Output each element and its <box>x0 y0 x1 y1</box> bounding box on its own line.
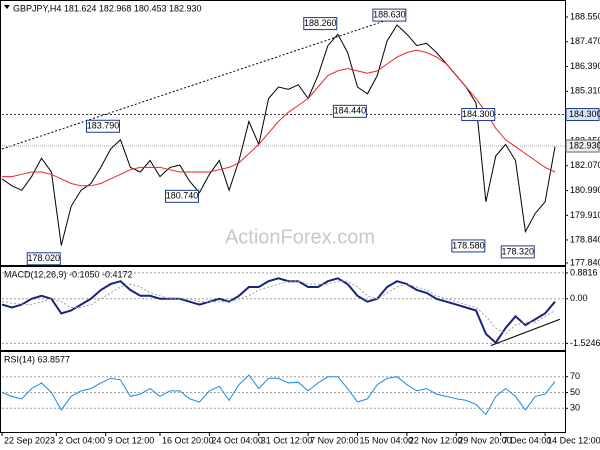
y-tick-label: 30 <box>570 403 580 413</box>
x-tick-label: 7 Dec 04:00 <box>503 435 552 445</box>
level-label: 184.300 <box>569 109 600 119</box>
series-line <box>1 374 556 416</box>
y-tick-label: 185.310 <box>570 86 600 96</box>
series-line <box>2 49 556 187</box>
x-tick-label: 9 Oct 12:00 <box>108 435 155 445</box>
y-tick-label: 187.470 <box>570 36 600 46</box>
trendline <box>1 13 408 150</box>
x-tick-label: 2 Oct 04:00 <box>58 435 105 445</box>
y-tick-label: 50 <box>570 387 580 397</box>
y-tick-label: 180.990 <box>570 185 600 195</box>
annotation-box <box>86 119 120 133</box>
annotation-label: 184.440 <box>334 106 367 116</box>
y-tick-label: 70 <box>570 371 580 381</box>
annotation-box <box>461 108 496 122</box>
panel-frame <box>0 0 566 266</box>
y-tick-label: 186.390 <box>570 61 600 71</box>
last-price-label: 182.930 <box>569 140 600 150</box>
annotation-label: 188.630 <box>373 9 406 19</box>
annotation-box <box>332 104 367 118</box>
watermark: ActionForex.com <box>225 226 375 248</box>
series-line <box>1 277 556 345</box>
x-tick-label: 14 Dec 12:00 <box>547 435 600 445</box>
panel-title: GBPJPY,H4 181.624 182.968 180.453 182.93… <box>13 3 202 13</box>
x-tick-label: 15 Nov 04:00 <box>360 435 414 445</box>
panel-title: RSI(14) 63.8577 <box>4 354 70 364</box>
panel-frame <box>0 266 566 351</box>
y-tick-label: 177.840 <box>570 257 600 267</box>
annotation-label: 188.260 <box>304 18 337 28</box>
level-label-box <box>565 108 600 122</box>
y-tick-label: 188.550 <box>570 11 600 21</box>
y-tick-label: 179.910 <box>570 210 600 220</box>
annotation-box <box>165 189 199 203</box>
y-tick-label: -1.5246 <box>570 338 600 348</box>
annotation-label: 184.300 <box>462 109 495 119</box>
x-tick-label: 24 Oct 04:00 <box>211 435 263 445</box>
x-tick-label: 31 Oct 12:00 <box>261 435 313 445</box>
annotation-box <box>303 17 338 31</box>
annotation-label: 183.790 <box>87 121 120 131</box>
annotation-box <box>26 252 61 266</box>
x-tick-label: 29 Nov 20:00 <box>458 435 512 445</box>
symbol-icon <box>4 5 10 9</box>
x-tick-label: 7 Nov 20:00 <box>310 435 359 445</box>
annotation-label: 178.320 <box>501 246 534 256</box>
y-tick-label: 178.840 <box>570 234 600 244</box>
series-line <box>1 280 556 335</box>
annotation-label: 180.740 <box>166 191 199 201</box>
y-tick-label: 182.070 <box>570 160 600 170</box>
last-price-box <box>565 139 600 153</box>
y-tick-label: 0.8816 <box>570 267 598 277</box>
annotation-box <box>451 239 486 253</box>
trendline <box>490 318 561 347</box>
annotation-label: 178.580 <box>452 240 485 250</box>
x-tick-label: 22 Nov 12:00 <box>409 435 463 445</box>
panel-title: MACD(12,26,9) -0.1050 -0.4172 <box>4 269 133 279</box>
x-tick-label: 22 Sep 2023 <box>4 435 55 445</box>
x-tick-label: 16 Oct 20:00 <box>162 435 214 445</box>
annotation-box <box>372 8 407 22</box>
y-tick-label: 0.00 <box>570 293 588 303</box>
annotation-box <box>500 245 535 259</box>
annotation-label: 178.020 <box>27 253 60 263</box>
